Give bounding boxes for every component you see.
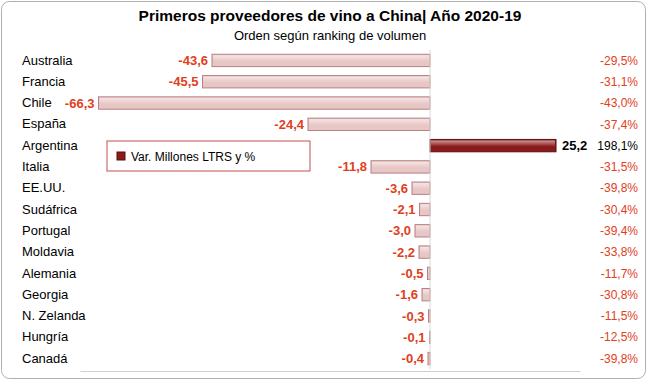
category-label: Chile [22, 95, 52, 110]
value-label: -3,0 [389, 223, 411, 238]
percent-label: -39,8% [600, 352, 638, 366]
bars [99, 54, 557, 364]
percent-label: -11,7% [601, 267, 638, 281]
bar [430, 139, 556, 151]
bar-shine [429, 353, 430, 359]
value-label: 25,2 [562, 138, 587, 153]
category-tick: Australia [20, 53, 73, 68]
bar-shine [100, 98, 430, 104]
value-label: -3,6 [386, 181, 408, 196]
category-label: Moldavia [22, 244, 75, 259]
category-tick: Sudáfrica [20, 202, 78, 217]
bar [212, 54, 430, 66]
bar-shine [421, 204, 430, 210]
value-label: -0,5 [401, 266, 423, 281]
category-label: Argentina [22, 138, 78, 153]
bar-shine [420, 247, 429, 253]
category-tick: Argentina [20, 138, 78, 153]
percent-labels: -29,5% -31,1% -43,0% -37,4% 198,1% -31,5% -39,… [597, 54, 638, 366]
percent-label: -39,4% [600, 224, 638, 238]
value-label: -11,8 [338, 159, 367, 174]
bar [419, 246, 430, 258]
title: Primeros proveedores de vino a China| Añ… [139, 7, 522, 24]
percent-label: -11,5% [601, 309, 638, 323]
bar-shine [423, 290, 429, 296]
category-label: Canadá [22, 351, 68, 366]
data-labels: -43,6 -45,5 -66,3 -24,4 25,2 -11,8 -3,6 -2,1 -3,… [65, 53, 587, 366]
bar [415, 225, 430, 237]
legend-box [107, 141, 310, 171]
category-tick: España [20, 116, 67, 131]
bar [99, 97, 431, 109]
category-tick: Portugal [20, 223, 71, 238]
value-label: -2,1 [393, 202, 415, 217]
percent-label: -43,0% [600, 96, 638, 110]
chart-svg: Primeros proveedores de vino a China| Añ… [0, 0, 647, 380]
bar [422, 289, 430, 301]
value-label: -2,2 [393, 245, 415, 260]
category-label: Italia [22, 159, 50, 174]
value-label: -43,6 [178, 53, 208, 68]
category-tick: Canadá [20, 351, 68, 366]
category-label: Hungría [22, 329, 69, 344]
category-tick: Italia [20, 159, 50, 174]
bar [203, 76, 431, 88]
percent-label: -12,5% [600, 330, 638, 344]
category-tick: Francia [20, 74, 66, 89]
bar-shine [213, 55, 429, 61]
value-label: -66,3 [65, 96, 95, 111]
value-axis [81, 371, 581, 372]
percent-label: -31,5% [600, 160, 638, 174]
percent-label: -33,8% [600, 245, 638, 259]
bar-shine [431, 140, 555, 146]
percent-label: -30,8% [600, 288, 638, 302]
percent-label: -29,5% [600, 54, 638, 68]
bar-shine [416, 226, 429, 232]
category-tick: Moldavia [20, 244, 75, 259]
category-tick: Georgia [20, 287, 69, 302]
category-tick: Hungría [20, 329, 69, 344]
category-label: Alemania [22, 266, 77, 281]
percent-label: 198,1% [597, 139, 638, 153]
percent-label: -30,4% [600, 203, 638, 217]
value-label: -45,5 [169, 74, 199, 89]
bar [308, 118, 430, 130]
value-label: -1,6 [396, 287, 418, 302]
value-label: -24,4 [274, 117, 304, 132]
category-label: Portugal [22, 223, 71, 238]
percent-label: -31,1% [600, 75, 638, 89]
legend: Var. Millones LTRS y % [107, 141, 310, 171]
percent-label: -37,4% [600, 118, 638, 132]
category-label: Sudáfrica [22, 202, 78, 217]
legend-label: Var. Millones LTRS y % [131, 150, 256, 164]
category-label: Australia [22, 53, 73, 68]
subtitle: Orden según ranking de volumen [234, 28, 426, 43]
bar-shine [413, 183, 429, 189]
bar-shine [309, 119, 429, 125]
chart-container: Primeros proveedores de vino a China| Añ… [0, 0, 647, 380]
bar [420, 203, 431, 215]
value-label: -0,4 [402, 351, 425, 366]
category-label: Georgia [22, 287, 69, 302]
percent-label: -39,8% [600, 181, 638, 195]
category-label: Francia [22, 74, 66, 89]
category-label: EE.UU. [22, 180, 65, 195]
category-label: N. Zelanda [22, 308, 86, 323]
category-tick: N. Zelanda [20, 308, 86, 323]
legend-swatch [117, 152, 125, 160]
category-tick: EE.UU. [20, 180, 65, 195]
zero-line [430, 50, 431, 369]
category-label: España [22, 116, 67, 131]
category-tick: Chile [20, 95, 52, 110]
bar [412, 182, 430, 194]
outer-frame [2, 2, 646, 379]
bar-shine [428, 268, 430, 274]
bar-shine [204, 77, 430, 83]
category-tick: Alemania [20, 266, 77, 281]
bar [371, 161, 430, 173]
value-axis-line [81, 371, 581, 372]
value-label: -0,3 [402, 309, 424, 324]
bar-shine [372, 162, 429, 168]
value-label: -0,1 [403, 330, 425, 345]
